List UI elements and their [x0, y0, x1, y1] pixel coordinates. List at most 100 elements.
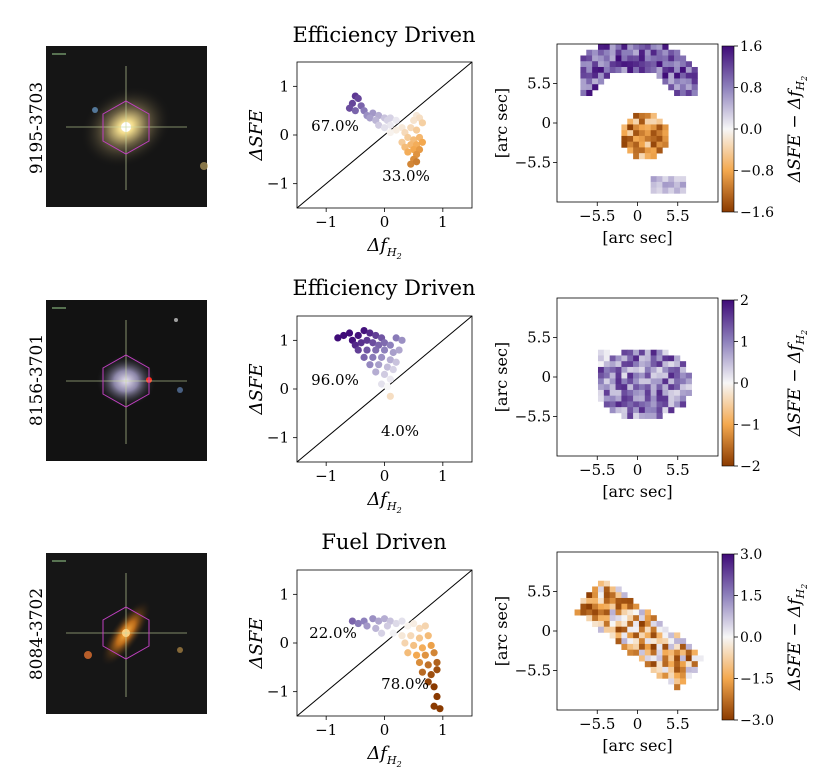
y-tick-label: 0: [279, 634, 289, 652]
y-tick-label: −1: [267, 683, 289, 701]
map-pixel: [685, 661, 692, 668]
map-pixel: [627, 378, 634, 385]
map-pixel: [644, 49, 651, 56]
map-pixel: [674, 372, 681, 379]
map-pixel: [662, 401, 669, 408]
scatter-point: [386, 356, 394, 364]
scatter-point: [436, 705, 444, 713]
map-pixel: [638, 372, 646, 379]
colorbar-tick-label: 3.0: [740, 547, 762, 563]
map-pixel: [674, 378, 681, 385]
map-pixel: [650, 661, 657, 668]
scatter-point: [386, 375, 394, 383]
map-pixel: [633, 361, 640, 368]
x-tick-label: 0: [380, 213, 390, 231]
map-pixel: [674, 672, 681, 679]
map-pixel: [615, 620, 622, 627]
map-pixel: [674, 678, 681, 685]
scatter-point: [398, 617, 406, 625]
map-pixel: [644, 615, 651, 622]
scatter-point: [354, 346, 362, 354]
scatter-point: [380, 346, 389, 354]
map-pixel: [603, 401, 610, 408]
map-pixel: [609, 615, 616, 622]
y-axis-label: [arc sec]: [492, 596, 511, 666]
map-pixel: [586, 592, 593, 599]
map-pixel: [627, 603, 634, 610]
map-pixel: [603, 372, 610, 379]
map-pixel: [609, 355, 616, 362]
map-pixel: [615, 66, 622, 74]
map-pixel: [638, 44, 646, 51]
map-pixel: [597, 61, 605, 68]
map-pixel: [650, 112, 657, 119]
map-pixel: [627, 401, 634, 408]
map-pixel: [662, 361, 669, 368]
scatter-point: [392, 358, 400, 366]
y-tick-label: 0: [541, 368, 551, 386]
scatter-point: [424, 678, 432, 686]
map-pixel: [603, 49, 610, 56]
map-pixel: [592, 78, 599, 85]
map-pixel: [691, 66, 698, 74]
map-pixel: [668, 378, 675, 385]
x-tick-label: −5.5: [579, 207, 615, 225]
map-pixel: [650, 361, 657, 368]
map-pixel: [633, 130, 640, 137]
map-pixel: [580, 609, 587, 616]
map-pixel: [650, 643, 657, 650]
map-pixel: [679, 672, 687, 679]
pct-lower: 33.0%: [382, 167, 430, 185]
map-pixel: [580, 89, 587, 97]
scatter-point: [430, 702, 438, 710]
map-pixel: [603, 586, 610, 593]
colorbar-gradient: [721, 553, 735, 721]
map-pixel: [662, 187, 669, 194]
map-pixel: [621, 130, 628, 137]
map-pixel: [627, 638, 634, 645]
map-pixel: [650, 187, 657, 194]
map-pixel: [580, 61, 587, 68]
map-pixel: [609, 620, 616, 627]
map-pixel: [644, 620, 651, 627]
pct-upper: 22.0%: [309, 624, 357, 642]
map-pixel: [621, 366, 628, 373]
scatter-point: [383, 363, 392, 371]
map-pixel: [650, 655, 657, 662]
map-pixel: [638, 412, 646, 419]
map-pixel: [679, 366, 687, 373]
colorbar-gradient: [721, 299, 735, 467]
map-pixel: [592, 55, 599, 62]
map-pixel: [674, 661, 681, 668]
pct-lower: 4.0%: [381, 422, 419, 440]
colorbar-tick-label: −1.5: [740, 672, 774, 688]
map-pixel: [638, 130, 646, 137]
map-pixel: [662, 378, 669, 385]
map-pixel: [656, 176, 663, 183]
scatter-point: [380, 370, 389, 378]
colorbar-label-sub: H: [794, 334, 807, 345]
map-pixel: [662, 661, 669, 668]
map-pixel: [621, 632, 628, 639]
map-pixel: [615, 395, 622, 402]
scatter-point: [395, 346, 403, 354]
map-pixel: [662, 655, 669, 662]
map-pixel: [586, 61, 593, 68]
map-pixel: [627, 395, 634, 402]
map-pixel: [621, 378, 628, 385]
map-pixel: [580, 55, 587, 62]
map-pixel: [685, 89, 692, 97]
map-pixel: [650, 355, 657, 362]
map-pixel: [609, 389, 616, 396]
colorbar: 3.0 1.5 0.0 −1.5 −3.0 ΔSFE − ΔfH2: [721, 547, 809, 729]
map-pixel: [603, 355, 610, 362]
map-pixel: [615, 609, 622, 616]
map-pixel: [674, 84, 681, 91]
map-pixel: [597, 615, 605, 622]
map-pixel: [609, 597, 616, 605]
map-pixel: [656, 349, 663, 356]
diagonal-line: [296, 315, 473, 463]
map-pixel: [638, 124, 646, 131]
scatter-point: [430, 683, 438, 691]
map-pixel: [679, 72, 687, 79]
